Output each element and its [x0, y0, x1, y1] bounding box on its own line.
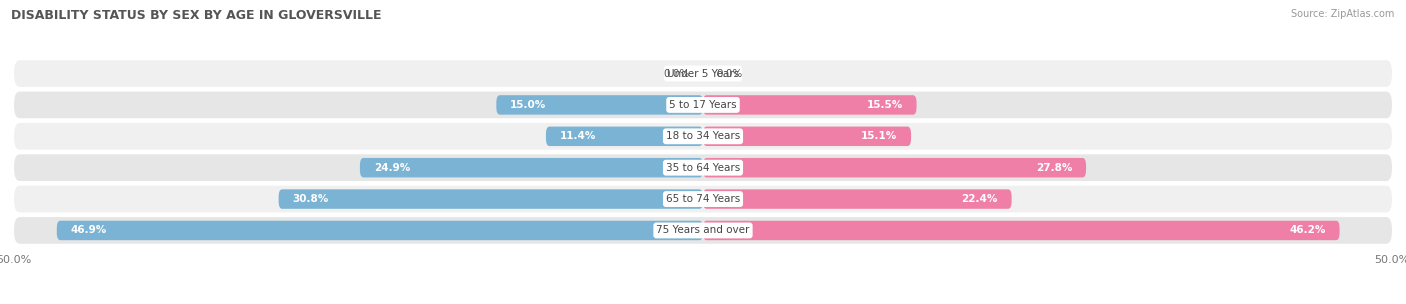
- Text: 5 to 17 Years: 5 to 17 Years: [669, 100, 737, 110]
- Text: Source: ZipAtlas.com: Source: ZipAtlas.com: [1291, 9, 1395, 19]
- FancyBboxPatch shape: [703, 221, 1340, 240]
- FancyBboxPatch shape: [703, 126, 911, 146]
- Text: 30.8%: 30.8%: [292, 194, 329, 204]
- Text: 46.9%: 46.9%: [70, 226, 107, 236]
- FancyBboxPatch shape: [703, 189, 1012, 209]
- Text: 0.0%: 0.0%: [664, 68, 689, 78]
- FancyBboxPatch shape: [14, 217, 1392, 244]
- Text: 27.8%: 27.8%: [1036, 163, 1073, 173]
- Text: 18 to 34 Years: 18 to 34 Years: [666, 131, 740, 141]
- FancyBboxPatch shape: [278, 189, 703, 209]
- Text: DISABILITY STATUS BY SEX BY AGE IN GLOVERSVILLE: DISABILITY STATUS BY SEX BY AGE IN GLOVE…: [11, 9, 382, 22]
- Text: 0.0%: 0.0%: [717, 68, 742, 78]
- FancyBboxPatch shape: [703, 95, 917, 115]
- FancyBboxPatch shape: [360, 158, 703, 178]
- FancyBboxPatch shape: [56, 221, 703, 240]
- FancyBboxPatch shape: [14, 154, 1392, 181]
- FancyBboxPatch shape: [496, 95, 703, 115]
- Text: 22.4%: 22.4%: [962, 194, 998, 204]
- Text: 65 to 74 Years: 65 to 74 Years: [666, 194, 740, 204]
- Text: 15.1%: 15.1%: [860, 131, 897, 141]
- FancyBboxPatch shape: [703, 158, 1085, 178]
- Text: 15.5%: 15.5%: [866, 100, 903, 110]
- Text: 46.2%: 46.2%: [1289, 226, 1326, 236]
- Text: 15.0%: 15.0%: [510, 100, 547, 110]
- Text: Under 5 Years: Under 5 Years: [666, 68, 740, 78]
- FancyBboxPatch shape: [14, 186, 1392, 212]
- Text: 35 to 64 Years: 35 to 64 Years: [666, 163, 740, 173]
- FancyBboxPatch shape: [546, 126, 703, 146]
- Text: 11.4%: 11.4%: [560, 131, 596, 141]
- FancyBboxPatch shape: [14, 92, 1392, 118]
- Text: 24.9%: 24.9%: [374, 163, 411, 173]
- Text: 75 Years and over: 75 Years and over: [657, 226, 749, 236]
- FancyBboxPatch shape: [14, 60, 1392, 87]
- FancyBboxPatch shape: [14, 123, 1392, 150]
